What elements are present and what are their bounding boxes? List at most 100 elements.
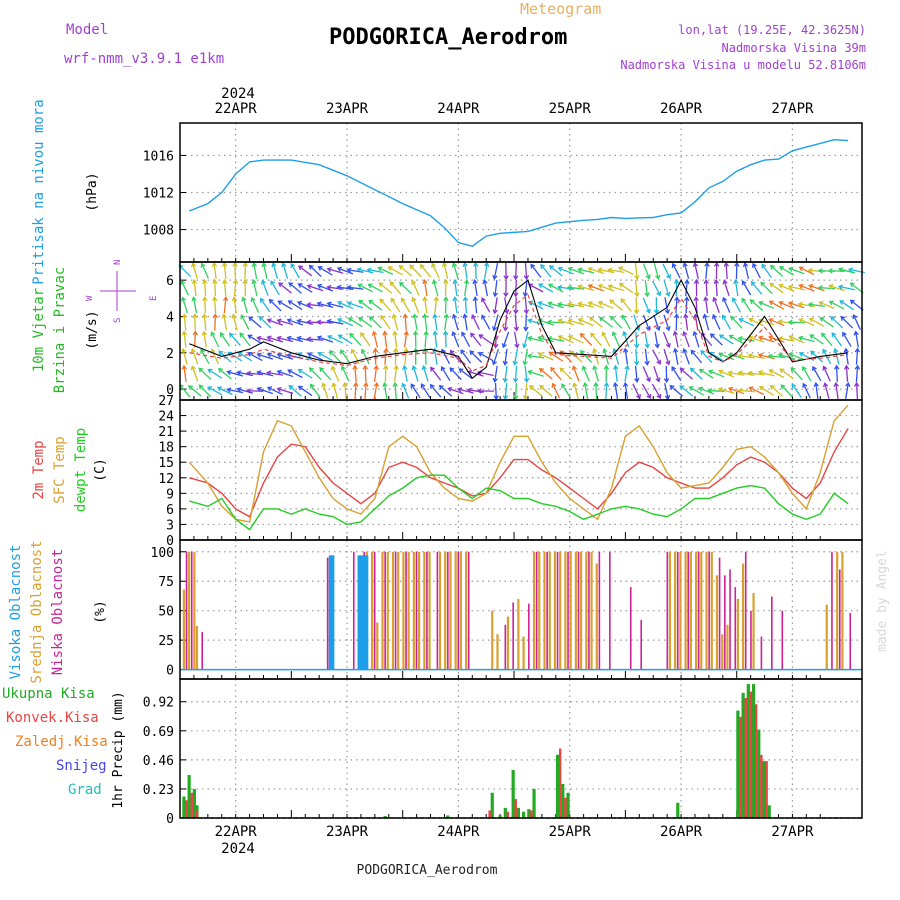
wind-arrow-head: [769, 384, 775, 390]
wind-arrow-head: [288, 282, 294, 288]
wind-arrow-shaft: [183, 331, 187, 348]
wind-arrow-head: [231, 313, 237, 319]
wind-arrow-shaft: [812, 366, 822, 382]
wind-arrow-shaft: [277, 319, 294, 326]
pressure-line: [189, 138, 849, 247]
wind-arrow-head: [472, 296, 479, 302]
wind-arrow-shaft: [578, 268, 595, 274]
wind-arrow-head: [473, 261, 479, 267]
wind-arrow-shaft: [598, 301, 614, 309]
wind-arrow-head: [326, 318, 332, 325]
wind-arrow-shaft: [635, 331, 638, 348]
wind-arrow-head: [240, 314, 246, 320]
wind-arrow-shaft: [463, 262, 468, 280]
wind-arrow-head: [664, 394, 671, 400]
wind-arrow-shaft: [203, 314, 207, 331]
precip-bar: [751, 684, 756, 818]
wind-arrow-head: [547, 301, 553, 307]
wind-arrow-shaft: [412, 297, 420, 313]
wind-arrow-head: [231, 296, 238, 302]
wind-arrow-head: [547, 283, 554, 289]
wind-arrow-shaft: [700, 350, 713, 364]
wind-arrow-shaft: [789, 267, 805, 275]
compass-n: N: [113, 260, 123, 265]
wind-arrow-head: [633, 360, 640, 366]
wind-arrow-shaft: [558, 335, 574, 344]
wind-arrow-head: [613, 364, 619, 370]
ytick-label: 25: [158, 634, 174, 649]
wind-arrow-shaft: [515, 297, 517, 314]
wind-arrow-shaft: [214, 280, 217, 297]
wind-arrow-shaft: [270, 280, 280, 296]
wind-arrow-shaft: [634, 365, 638, 382]
wind-arrow-shaft: [443, 263, 449, 279]
cloud-bar: [459, 551, 463, 670]
wind-arrow-head: [703, 296, 709, 302]
wind-arrow-shaft: [713, 297, 720, 314]
wind-arrow-shaft: [549, 351, 564, 362]
wind-arrow-head: [673, 278, 680, 284]
wind-arrow-shaft: [750, 299, 764, 311]
wind-arrow-shaft: [758, 371, 775, 377]
wind-arrow-head: [411, 279, 417, 285]
wind-arrow-shaft: [179, 384, 191, 398]
wind-arrow-head: [402, 313, 409, 319]
wind-arrow-shaft: [244, 262, 247, 280]
bottom-day-labels: 22APR 23APR 24APR 25APR 26APR 27APR: [215, 824, 814, 840]
wind-arrow-head: [666, 274, 672, 280]
wind-arrow-shaft: [778, 353, 795, 360]
cloud-bar: [694, 551, 698, 670]
wind-arrow-head: [422, 279, 428, 285]
cloud-bar: [705, 551, 708, 670]
wind-arrow-shaft: [599, 317, 614, 328]
compass-w: W: [85, 295, 95, 301]
wind-arrow-shaft: [780, 384, 793, 398]
wind-arrow-head: [798, 318, 804, 324]
cloud-bar: [428, 551, 431, 670]
wind-arrow-head: [442, 262, 448, 268]
cloud-bar: [849, 613, 852, 670]
wind-arrow-shaft: [644, 348, 649, 365]
wind-arrow-head: [593, 381, 599, 387]
cloud-bar: [721, 634, 724, 670]
cloud-bar: [556, 551, 559, 670]
precip-bar: [736, 710, 740, 818]
wind-arrow-head: [810, 350, 815, 356]
wind-arrow-shaft: [694, 314, 699, 331]
wind-arrow-head: [380, 314, 386, 320]
wind-arrow-shaft: [549, 265, 563, 277]
wind-arrow-head: [557, 284, 563, 291]
wind-arrow-head: [432, 330, 438, 336]
precip-bar: [765, 761, 768, 818]
wind-arrow-head: [297, 283, 303, 288]
compass-s: S: [113, 318, 123, 323]
wind-arrow-head: [758, 300, 764, 306]
cloud-bar: [679, 551, 682, 670]
wind-arrow-head: [663, 378, 670, 384]
wind-arrow-head: [462, 261, 468, 268]
wind-arrow-head: [383, 364, 389, 370]
wind-arrow-head: [346, 267, 352, 273]
wind-arrow-head: [612, 381, 619, 388]
wind-arrow-head: [747, 370, 753, 376]
wind-arrow-shaft: [227, 388, 244, 394]
wind-arrow-shaft: [192, 263, 198, 279]
wind-arrow-shaft: [768, 336, 785, 343]
wind-arrow-head: [550, 366, 555, 372]
cloud-bar: [543, 551, 546, 670]
wind-arrow-shaft: [588, 267, 605, 275]
wind-arrow-head: [602, 347, 608, 354]
cloud-bar: [185, 551, 188, 670]
wind-arrow-head: [423, 330, 429, 336]
wind-arrow-shaft: [548, 302, 564, 309]
wind-arrow-shaft: [730, 316, 743, 329]
wind-arrow-head: [502, 395, 509, 401]
wind-arrow-head: [443, 278, 449, 284]
wind-arrow-shaft: [481, 297, 491, 313]
wind-arrow-head: [306, 302, 312, 308]
wind-arrow-head: [373, 381, 380, 388]
cloud-bar: [426, 551, 428, 670]
wind-arrow-shaft: [347, 269, 364, 273]
wind-arrow-shaft: [452, 263, 459, 279]
precip-bar: [564, 797, 567, 818]
